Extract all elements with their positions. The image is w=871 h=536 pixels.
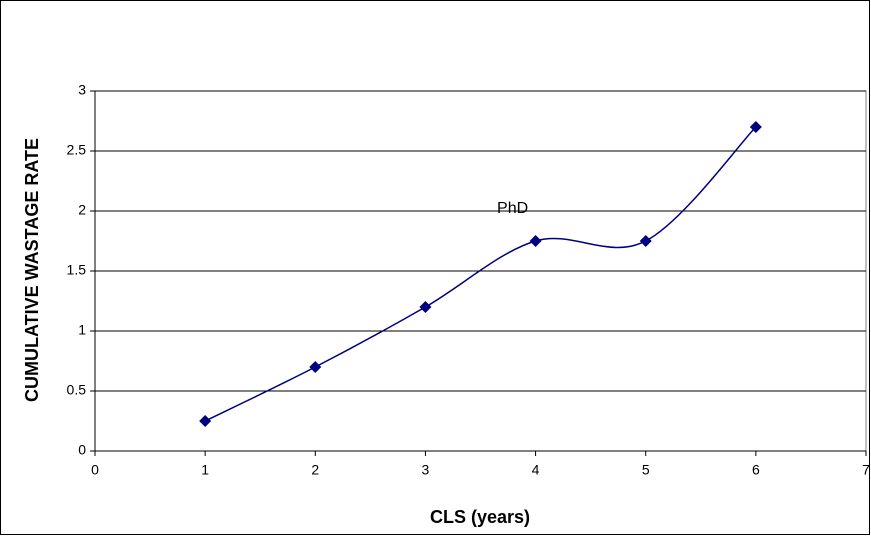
y-tick-label: 1.5 bbox=[67, 262, 87, 278]
marker bbox=[309, 361, 322, 373]
y-tick-label: 0.5 bbox=[67, 382, 87, 398]
marker bbox=[529, 235, 542, 247]
x-tick-label: 4 bbox=[532, 462, 540, 478]
y-axis-title: CUMULATIVE WASTAGE RATE bbox=[22, 138, 42, 402]
x-tick-label: 3 bbox=[422, 462, 430, 478]
x-axis-title: CLS (years) bbox=[430, 507, 530, 527]
marker bbox=[639, 235, 652, 247]
x-tick-label: 5 bbox=[642, 462, 650, 478]
annotation: PhD bbox=[497, 200, 528, 217]
y-tick-label: 2.5 bbox=[67, 142, 87, 158]
marker bbox=[749, 121, 762, 133]
series-line bbox=[204, 126, 757, 422]
x-tick-label: 6 bbox=[752, 462, 760, 478]
marker bbox=[419, 301, 432, 313]
y-tick-label: 1 bbox=[78, 322, 86, 338]
y-tick-label: 3 bbox=[78, 82, 86, 98]
x-tick-label: 7 bbox=[862, 462, 870, 478]
x-tick-label: 0 bbox=[91, 462, 99, 478]
x-tick-label: 2 bbox=[311, 462, 319, 478]
marker bbox=[199, 415, 212, 427]
x-tick-label: 1 bbox=[201, 462, 209, 478]
y-tick-label: 0 bbox=[78, 442, 86, 458]
y-tick-label: 2 bbox=[78, 202, 86, 218]
